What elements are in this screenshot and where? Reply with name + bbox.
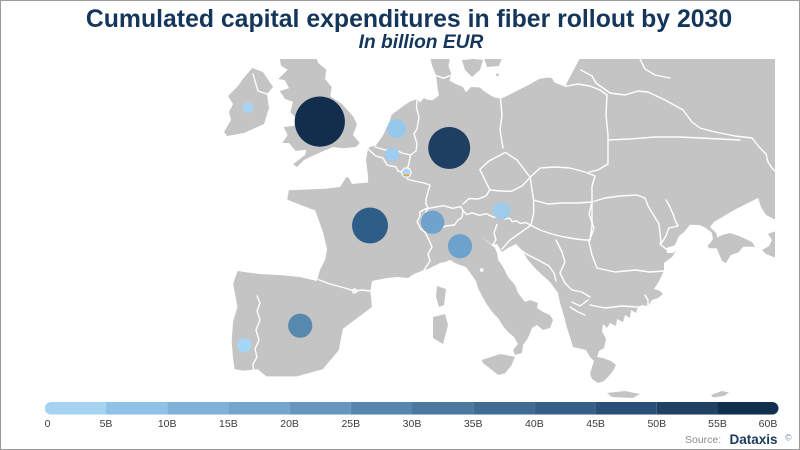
svg-text:10B: 10B — [158, 418, 177, 430]
svg-text:55B: 55B — [708, 418, 727, 430]
svg-text:45B: 45B — [586, 418, 605, 430]
svg-text:35B: 35B — [464, 418, 483, 430]
svg-text:50B: 50B — [647, 418, 666, 430]
svg-text:25B: 25B — [341, 418, 360, 430]
svg-text:15B: 15B — [219, 418, 238, 430]
svg-text:Cumulated capital expenditures: Cumulated capital expenditures in fiber … — [86, 6, 732, 33]
svg-text:60B: 60B — [759, 418, 778, 430]
svg-text:5B: 5B — [100, 418, 113, 430]
svg-text:30B: 30B — [403, 418, 422, 430]
svg-text:0: 0 — [45, 418, 51, 430]
svg-text:40B: 40B — [525, 418, 544, 430]
svg-text:20B: 20B — [280, 418, 299, 430]
svg-text:Dataxis: Dataxis — [730, 432, 778, 447]
svg-text:In billion EUR: In billion EUR — [359, 32, 484, 53]
svg-text:Source:: Source: — [685, 434, 721, 446]
svg-text:©: © — [785, 433, 792, 443]
